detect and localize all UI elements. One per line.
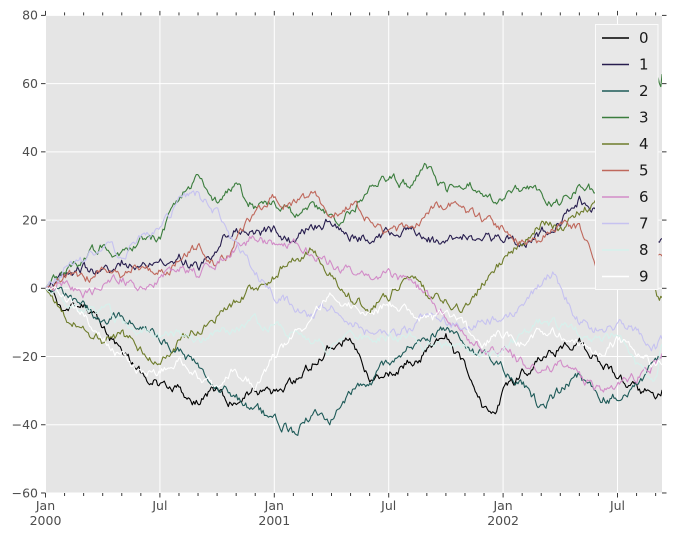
- x-tick-year-label: 2002: [487, 513, 519, 528]
- legend-label-7: 7: [639, 215, 649, 233]
- x-tick-year-label: 2000: [30, 513, 62, 528]
- legend-label-2: 2: [639, 82, 649, 100]
- series-line-1: [45, 195, 662, 290]
- x-tick-label: Jan: [492, 498, 512, 513]
- series-line-9: [45, 286, 662, 392]
- legend: 0 1 2 3 4 5 6 7 8 9: [595, 24, 659, 290]
- series-line-0: [45, 287, 662, 415]
- legend-label-3: 3: [639, 109, 649, 127]
- y-tick-label: −60: [12, 485, 38, 500]
- legend-label-5: 5: [639, 162, 649, 180]
- y-tick-label: −20: [12, 349, 38, 364]
- legend-label-8: 8: [639, 241, 649, 259]
- legend-label-6: 6: [639, 188, 649, 206]
- legend-label-4: 4: [639, 135, 649, 153]
- legend-item-3: 3: [602, 109, 649, 127]
- y-tick-label: 20: [22, 212, 38, 227]
- series-line-3: [45, 74, 662, 289]
- series-line-8: [45, 287, 662, 382]
- legend-item-8: 8: [602, 241, 649, 259]
- legend-label-1: 1: [639, 56, 649, 74]
- legend-label-0: 0: [639, 29, 649, 47]
- x-tick-label: Jul: [151, 498, 167, 513]
- legend-item-1: 1: [602, 56, 649, 74]
- legend-item-7: 7: [602, 215, 649, 233]
- plot-area: [45, 15, 662, 494]
- legend-item-5: 5: [602, 162, 649, 180]
- series-line-7: [45, 190, 662, 352]
- x-tick-label: Jul: [609, 498, 625, 513]
- x-tick-label: Jan: [264, 498, 284, 513]
- axis-ticks: [41, 10, 667, 498]
- y-tick-label: 0: [30, 281, 38, 296]
- y-tick-label: 80: [22, 8, 38, 23]
- legend-item-6: 6: [602, 188, 649, 206]
- legend-label-9: 9: [639, 268, 649, 286]
- y-tick-label: 40: [22, 144, 38, 159]
- legend-item-9: 9: [602, 268, 649, 286]
- series-line-6: [45, 235, 662, 393]
- x-tick-year-label: 2001: [258, 513, 290, 528]
- legend-item-0: 0: [602, 29, 649, 47]
- legend-item-4: 4: [602, 135, 649, 153]
- y-tick-label: −40: [12, 417, 38, 432]
- x-tick-label: Jul: [380, 498, 396, 513]
- series-line-5: [45, 190, 662, 291]
- x-tick-label: Jan: [35, 498, 55, 513]
- legend-item-2: 2: [602, 82, 649, 100]
- legend-box: [595, 24, 659, 290]
- y-tick-label: 60: [22, 76, 38, 91]
- series-lines: [45, 74, 662, 436]
